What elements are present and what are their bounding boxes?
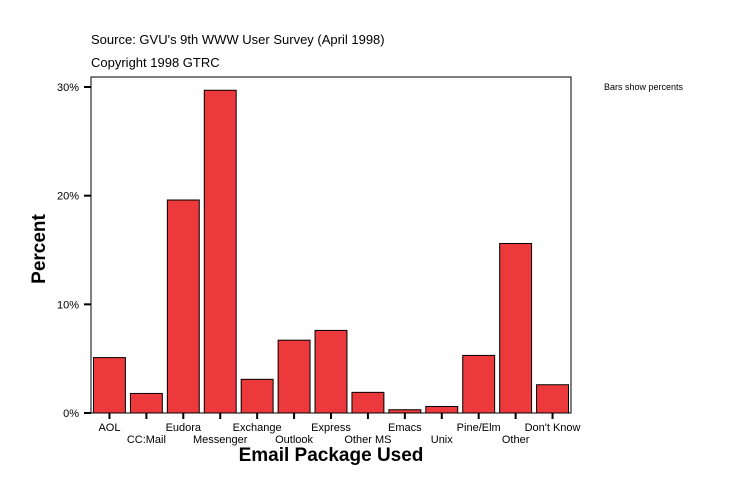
bar-outlook: [277, 339, 311, 414]
bar-don-t-know: [536, 384, 569, 414]
x-axis-label: Email Package Used: [238, 445, 424, 466]
bar-pine-elm: [462, 354, 496, 414]
y-tick-label: 30%: [57, 82, 79, 94]
x-tick-label: Emacs: [388, 422, 422, 434]
bar-cc-mail: [129, 392, 163, 414]
x-tick-label: AOL: [98, 422, 120, 434]
x-tick-label: Express: [311, 422, 351, 434]
x-tick-label: Pine/Elm: [457, 422, 501, 434]
x-tick-label: Outlook: [275, 434, 313, 446]
bar-eudora: [166, 199, 200, 414]
y-tick-label: 10%: [57, 299, 79, 311]
source-text: Source: GVU's 9th WWW User Survey (April…: [91, 32, 385, 47]
x-tick-label: Don't Know: [525, 422, 581, 434]
bar-emacs: [388, 409, 422, 414]
bar-aol: [93, 357, 126, 414]
x-tick-label: Other MS: [344, 434, 391, 446]
x-tick-label: CC:Mail: [127, 434, 166, 446]
bar-express: [314, 329, 348, 414]
bar-exchange: [240, 378, 274, 414]
legend-note: Bars show percents: [604, 82, 684, 92]
x-tick-label: Eudora: [166, 422, 202, 434]
bar-other: [499, 242, 533, 414]
x-tick-label: Exchange: [233, 422, 282, 434]
bar-messenger: [203, 89, 237, 414]
y-tick-label: 0%: [63, 408, 79, 420]
x-tick-label: Unix: [431, 434, 454, 446]
y-tick-label: 20%: [57, 191, 79, 203]
x-tick-label: Messenger: [193, 434, 248, 446]
copyright-text: Copyright 1998 GTRC: [91, 55, 220, 70]
x-tick-label: Other: [502, 434, 530, 446]
bar-other-ms: [351, 391, 385, 414]
bar-unix: [425, 405, 459, 414]
